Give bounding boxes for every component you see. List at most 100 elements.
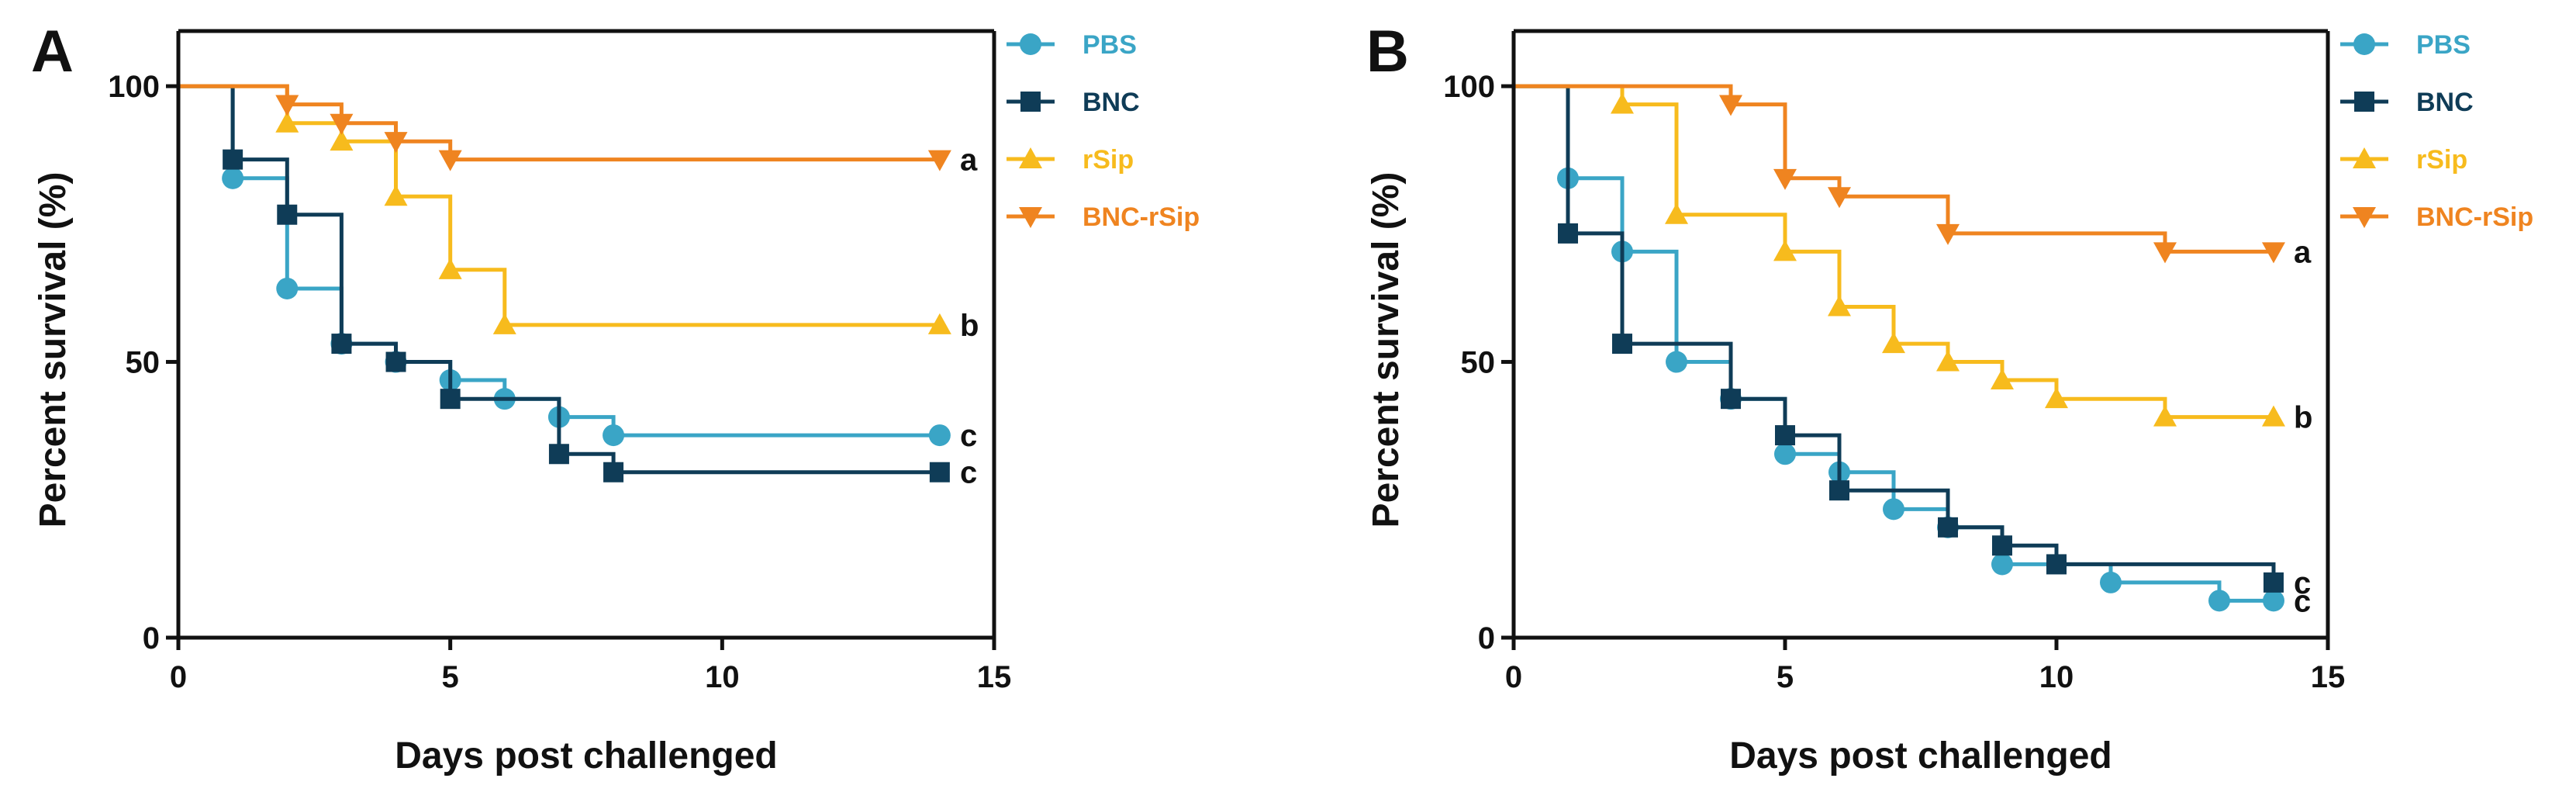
data-point — [438, 258, 462, 279]
panel-letter: A — [31, 19, 74, 85]
legend: PBS BNC rSip BNC-rSip — [1007, 30, 1200, 232]
legend-marker — [2354, 92, 2374, 112]
series-bnc: c — [1514, 84, 2311, 600]
significance-label: c — [960, 456, 977, 490]
legend-item-pbs: PBS — [2340, 30, 2471, 60]
x-axis-title: Days post challenged — [1729, 735, 2112, 777]
data-point — [603, 462, 624, 483]
x-tick-label: 10 — [705, 660, 740, 694]
series-pbs: c — [1514, 84, 2311, 618]
data-point — [1558, 223, 1578, 244]
data-point-end — [927, 313, 951, 334]
series-group: cc b a — [1514, 84, 2312, 618]
data-point — [1991, 553, 2013, 576]
legend-item-bnc-rsip: BNC-rSip — [2340, 202, 2533, 232]
legend-label: BNC-rSip — [1083, 202, 1200, 232]
y-tick-label: 100 — [1443, 70, 1495, 104]
legend-marker — [1020, 33, 1041, 55]
series-pbs: c — [178, 84, 977, 453]
legend-label: BNC — [2416, 88, 2474, 117]
x-tick-label: 10 — [2039, 660, 2074, 694]
data-point — [1938, 517, 1958, 538]
x-tick-label: 15 — [2311, 660, 2346, 694]
legend-item-rsip: rSip — [2340, 145, 2467, 175]
legend-item-bnc: BNC — [1007, 88, 1140, 117]
significance-label: c — [2294, 566, 2311, 600]
y-axis-title: Percent survival (%) — [33, 172, 74, 528]
data-point — [1936, 350, 1960, 372]
data-point — [1775, 425, 1795, 446]
legend-marker — [1019, 147, 1042, 168]
legend-marker — [2353, 147, 2376, 168]
data-point — [1665, 202, 1688, 224]
legend-marker — [1020, 92, 1041, 112]
survival-line — [1514, 84, 2276, 583]
data-point — [1612, 334, 1632, 355]
significance-label: b — [960, 309, 979, 343]
x-tick-label: 5 — [1777, 660, 1794, 694]
data-point — [1882, 332, 1905, 354]
y-tick-label: 0 — [143, 621, 160, 655]
legend-label: BNC — [1083, 88, 1140, 117]
data-point — [331, 334, 352, 355]
legend-item-bnc-rsip: BNC-rSip — [1007, 202, 1200, 232]
legend-item-rsip: rSip — [1007, 145, 1134, 175]
significance-label: a — [2294, 235, 2312, 269]
significance-label: c — [960, 419, 977, 453]
survival-line — [178, 84, 940, 438]
series-bnc-rsip: a — [178, 84, 978, 178]
data-point — [1883, 498, 1904, 521]
y-tick-label: 50 — [126, 346, 161, 380]
data-point — [330, 130, 354, 151]
significance-label: a — [960, 144, 978, 178]
data-point-end — [927, 150, 951, 171]
data-point-end — [2263, 590, 2284, 612]
y-axis-title: Percent survival (%) — [1366, 172, 1407, 528]
data-point-end — [929, 462, 950, 483]
data-point — [1719, 95, 1742, 116]
series-rsip: b — [178, 84, 979, 343]
data-point-end — [2262, 405, 2285, 427]
legend-label: BNC-rSip — [2416, 202, 2533, 232]
x-tick-label: 5 — [442, 660, 459, 694]
data-point — [384, 132, 408, 154]
data-point — [330, 113, 354, 135]
data-point — [275, 111, 299, 133]
series-group: cc b a — [178, 84, 979, 490]
data-point — [384, 185, 408, 206]
data-point — [2153, 242, 2177, 264]
data-point-end — [2263, 572, 2284, 593]
significance-label: b — [2294, 401, 2312, 435]
data-point — [2208, 590, 2230, 612]
legend-marker — [1019, 207, 1042, 228]
legend-label: PBS — [1083, 30, 1137, 60]
data-point-end — [928, 424, 951, 447]
data-point-end — [2262, 242, 2285, 264]
series-bnc: c — [178, 84, 977, 490]
data-point — [223, 149, 243, 170]
data-point — [1992, 535, 2012, 556]
series-bnc-rsip: a — [1514, 84, 2312, 269]
series-rsip: b — [1514, 84, 2312, 435]
data-point — [1991, 368, 2014, 390]
data-point — [1828, 187, 1851, 209]
data-point — [2046, 554, 2067, 575]
legend-item-bnc: BNC — [2340, 88, 2474, 117]
legend: PBS BNC rSip BNC-rSip — [2340, 30, 2533, 232]
data-point — [438, 150, 462, 171]
data-point — [275, 95, 299, 116]
y-tick-label: 0 — [1478, 621, 1495, 655]
y-tick-label: 50 — [1461, 346, 1496, 380]
data-point — [385, 351, 406, 372]
legend-label: PBS — [2416, 30, 2471, 60]
data-point — [548, 444, 569, 465]
legend-item-pbs: PBS — [1007, 30, 1137, 60]
x-tick-label: 0 — [170, 660, 187, 694]
panel-letter: B — [1366, 19, 1409, 85]
significance-label: c — [2294, 584, 2311, 618]
legend-marker — [2353, 33, 2375, 55]
data-point — [1828, 295, 1851, 316]
legend-label: rSip — [2416, 145, 2467, 175]
data-point — [1829, 480, 1849, 501]
